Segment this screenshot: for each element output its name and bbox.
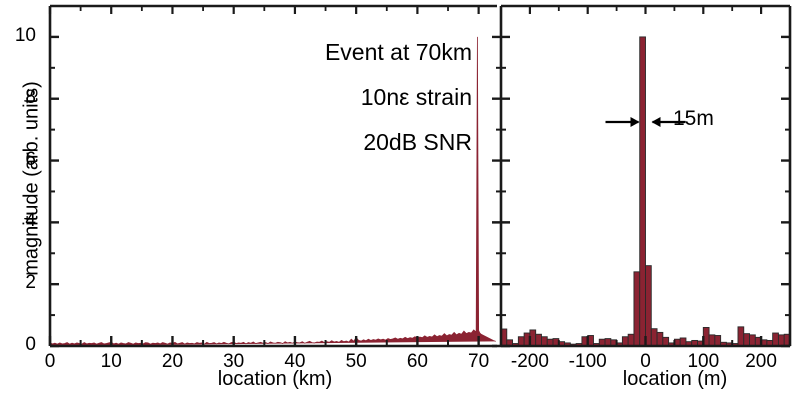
xtick-label-right-200: 200 [745, 351, 777, 372]
xtick-label-right-0: 0 [640, 351, 651, 372]
ytick-label-10: 10 [14, 24, 36, 46]
right-panel-plot [492, 4, 792, 348]
ytick-label-4: 4 [25, 210, 36, 232]
ytick-label-0: 0 [25, 334, 36, 355]
annotation-strain: 10nε strain [360, 84, 472, 110]
peak-width-label: 15m [673, 107, 714, 130]
xtick-label-right--100: -100 [568, 351, 607, 372]
xtick-label-left-10: 10 [100, 351, 122, 372]
xtick-label-left-60: 60 [406, 351, 428, 372]
annotation-block: Event at 70km 10nε strain 20dB SNR [222, 30, 472, 165]
xtick-label-left-20: 20 [161, 351, 184, 372]
xtick-label-left-0: 0 [44, 351, 56, 372]
annotation-snr: 20dB SNR [363, 129, 472, 155]
right-x-axis-label: location (m) [622, 368, 728, 390]
xtick-label-left-40: 40 [284, 351, 306, 372]
annotation-event-location: Event at 70km [324, 39, 472, 65]
ytick-label-6: 6 [25, 148, 36, 170]
left-x-axis-label: location (km) [217, 368, 333, 390]
peak-width-arrows [605, 117, 686, 127]
left-panel-plot [48, 4, 497, 348]
ytick-label-2: 2 [25, 272, 36, 294]
xtick-label-right-100: 100 [687, 351, 720, 372]
xtick-label-right--200: -200 [510, 351, 549, 372]
xtick-label-left-50: 50 [345, 351, 367, 372]
xtick-label-left-30: 30 [223, 351, 245, 372]
ytick-label-8: 8 [25, 86, 36, 108]
xtick-label-left-70: 70 [468, 351, 490, 372]
